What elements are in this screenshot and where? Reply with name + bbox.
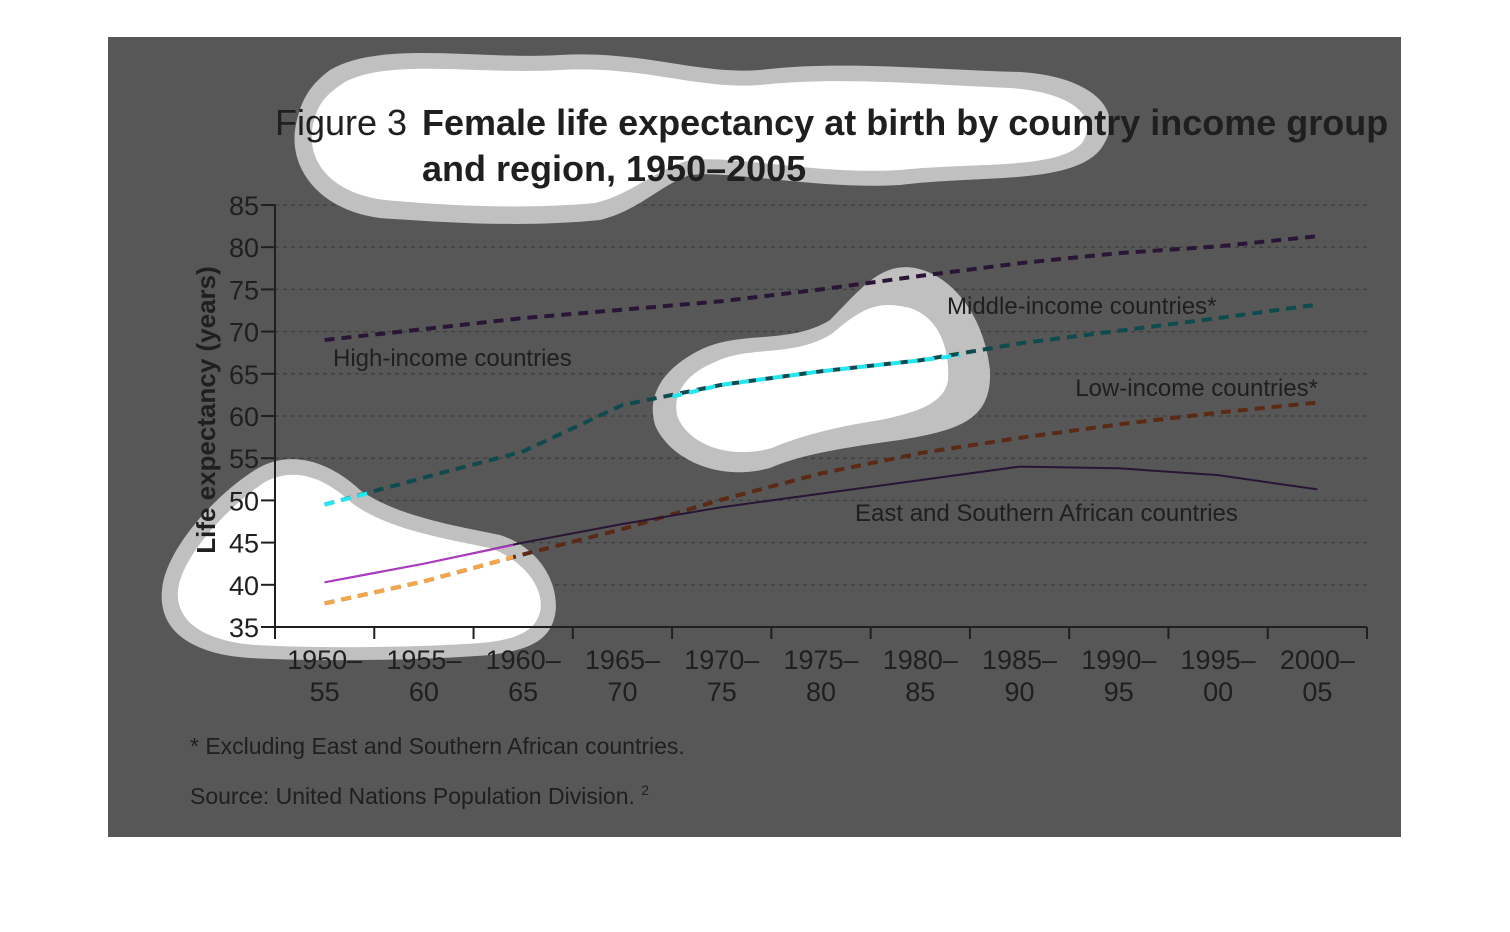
x-tick-label: 95 — [1104, 677, 1134, 707]
x-tick-label: 2000– — [1280, 645, 1355, 675]
y-tick-label: 85 — [229, 191, 259, 221]
series-label: Middle-income countries* — [947, 293, 1216, 320]
x-tick-label: 1960– — [486, 645, 561, 675]
label-layer: High-income countries Middle-income count… — [333, 293, 1318, 527]
title-blob — [311, 68, 1088, 207]
series-layer — [324, 234, 1318, 606]
figure-number: Figure 3 — [275, 102, 407, 143]
x-tick-label: 1985– — [982, 645, 1057, 675]
source-text: Source: United Nations Population Divisi… — [190, 783, 635, 809]
series-highlight-middle-income-countries — [672, 353, 961, 399]
x-tick-label: 00 — [1203, 677, 1233, 707]
x-tick-label: 1950– — [287, 645, 362, 675]
series-highlight-east-and-southern-african-countries — [324, 544, 514, 584]
y-axis-title: Life expectancy (years) — [191, 266, 221, 554]
y-tick-label: 40 — [229, 571, 259, 601]
highlight-blobs — [161, 53, 1111, 661]
x-tick-label: 60 — [409, 677, 439, 707]
x-tick-label: 1955– — [386, 645, 461, 675]
center-blob — [676, 305, 949, 453]
y-tick-label: 65 — [229, 360, 259, 390]
x-tick-label: 1975– — [783, 645, 858, 675]
x-tick-label: 75 — [707, 677, 737, 707]
y-tick-label: 35 — [229, 613, 259, 643]
x-tick-label: 1995– — [1181, 645, 1256, 675]
axis-layer: 85807570656055504540351950–551955–601960… — [229, 191, 1368, 707]
y-tick-label: 80 — [229, 233, 259, 263]
x-tick-label: 65 — [508, 677, 538, 707]
series-highlight-middle-income-countries — [324, 490, 371, 507]
series-label: Low-income countries* — [1075, 375, 1318, 402]
x-tick-label: 85 — [905, 677, 935, 707]
footnote: * Excluding East and Southern African co… — [190, 733, 685, 759]
x-tick-label: 90 — [1005, 677, 1035, 707]
series-label: East and Southern African countries — [855, 500, 1238, 527]
y-tick-label: 55 — [229, 444, 259, 474]
y-tick-label: 60 — [229, 402, 259, 432]
x-tick-label: 05 — [1302, 677, 1332, 707]
y-tick-label: 45 — [229, 529, 259, 559]
y-tick-label: 50 — [229, 486, 259, 516]
y-tick-label: 75 — [229, 275, 259, 305]
series-label: High-income countries — [333, 345, 572, 372]
figure-title-line1: Female life expectancy at birth by count… — [422, 102, 1388, 143]
source-ref: 2 — [641, 782, 649, 798]
x-tick-label: 1970– — [684, 645, 759, 675]
x-tick-label: 1980– — [883, 645, 958, 675]
y-tick-label: 70 — [229, 318, 259, 348]
x-tick-label: 80 — [806, 677, 836, 707]
figure-title-line2: and region, 1950–2005 — [422, 148, 806, 189]
source-note: Source: United Nations Population Divisi… — [190, 782, 649, 809]
lower-left-blob — [177, 474, 541, 648]
x-tick-label: 1990– — [1081, 645, 1156, 675]
x-tick-label: 55 — [310, 677, 340, 707]
x-tick-label: 70 — [607, 677, 637, 707]
x-tick-label: 1965– — [585, 645, 660, 675]
